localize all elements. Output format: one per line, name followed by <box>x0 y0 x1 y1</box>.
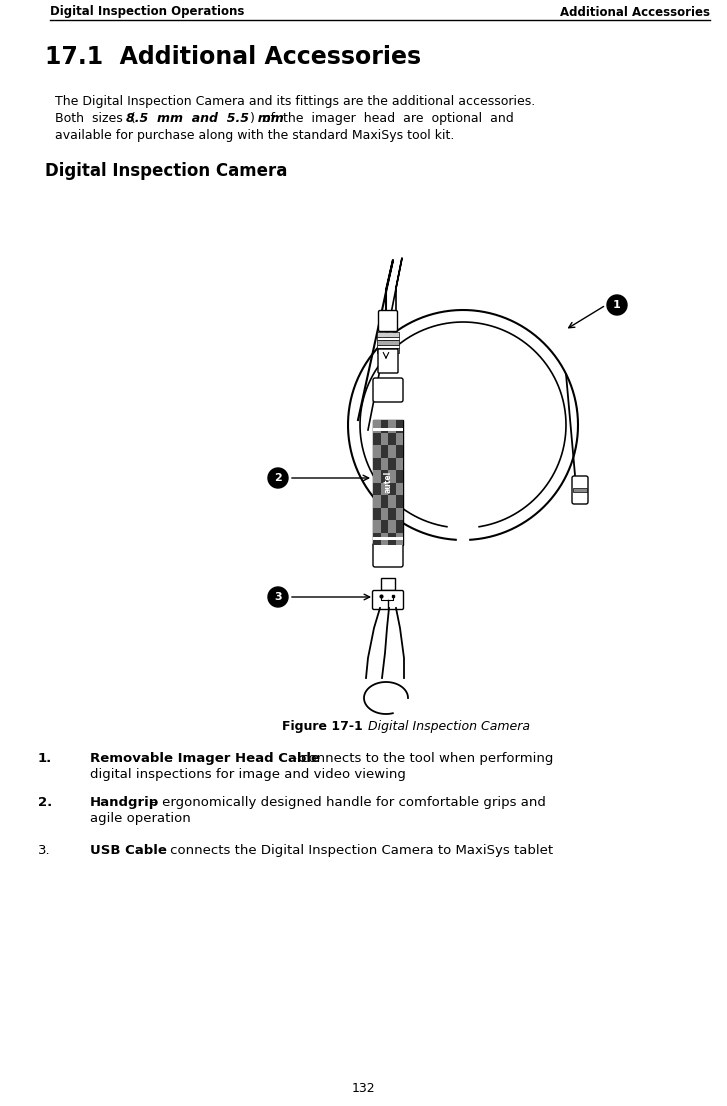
Bar <box>395 432 403 445</box>
Bar <box>373 420 403 545</box>
Text: 1.: 1. <box>38 752 52 765</box>
Bar <box>373 445 380 458</box>
Text: 3.: 3. <box>38 844 51 857</box>
Text: Both  sizes  (: Both sizes ( <box>55 112 136 125</box>
Bar <box>380 470 388 482</box>
Bar <box>380 482 388 495</box>
Bar <box>388 508 395 520</box>
Text: available for purchase along with the standard MaxiSys tool kit.: available for purchase along with the st… <box>55 129 454 142</box>
Bar <box>395 532 403 545</box>
Circle shape <box>268 468 288 488</box>
Bar <box>380 508 388 520</box>
Text: 1: 1 <box>613 300 621 310</box>
Bar <box>373 428 403 431</box>
Bar <box>373 508 380 520</box>
FancyBboxPatch shape <box>572 476 588 504</box>
Text: 17.1  Additional Accessories: 17.1 Additional Accessories <box>45 45 421 69</box>
Bar <box>373 470 380 482</box>
Bar <box>373 532 380 545</box>
Text: autel: autel <box>384 471 393 493</box>
Bar <box>380 520 388 532</box>
Bar <box>373 432 380 445</box>
Bar <box>395 508 403 520</box>
Text: The Digital Inspection Camera and its fittings are the additional accessories.: The Digital Inspection Camera and its fi… <box>55 95 535 108</box>
Bar <box>373 495 380 508</box>
Bar <box>395 458 403 470</box>
Text: Removable Imager Head Cable: Removable Imager Head Cable <box>90 752 320 765</box>
FancyBboxPatch shape <box>373 543 403 567</box>
Bar <box>377 332 399 337</box>
Bar <box>380 532 388 545</box>
Bar <box>395 482 403 495</box>
Bar <box>388 458 395 470</box>
Bar <box>395 520 403 532</box>
Text: – ergonomically designed handle for comfortable grips and: – ergonomically designed handle for comf… <box>147 796 546 808</box>
Bar <box>388 432 395 445</box>
Bar <box>377 345 399 348</box>
Bar <box>377 340 399 345</box>
Bar <box>380 495 388 508</box>
Text: Handgrip: Handgrip <box>90 796 159 808</box>
Bar <box>373 538 403 540</box>
Text: – connects to the tool when performing: – connects to the tool when performing <box>286 752 553 765</box>
Text: Figure 17-1: Figure 17-1 <box>282 720 363 733</box>
Text: 3: 3 <box>274 592 282 602</box>
Text: Digital Inspection Camera: Digital Inspection Camera <box>364 720 530 733</box>
Circle shape <box>607 295 627 315</box>
Bar <box>388 520 395 532</box>
Bar <box>377 337 399 340</box>
Bar <box>388 532 395 545</box>
Bar <box>388 420 395 432</box>
Bar <box>395 420 403 432</box>
Bar <box>373 420 380 432</box>
Bar <box>388 470 395 482</box>
Bar <box>388 495 395 508</box>
Text: 2.: 2. <box>38 796 52 808</box>
Bar <box>373 520 380 532</box>
Text: digital inspections for image and video viewing: digital inspections for image and video … <box>90 768 406 781</box>
Text: )  of  the  imager  head  are  optional  and: ) of the imager head are optional and <box>249 112 513 125</box>
FancyBboxPatch shape <box>373 378 403 401</box>
Bar <box>381 578 395 589</box>
Bar <box>395 470 403 482</box>
Bar <box>395 445 403 458</box>
Text: Digital Inspection Camera: Digital Inspection Camera <box>45 161 287 180</box>
Bar <box>373 482 380 495</box>
Bar <box>380 432 388 445</box>
FancyBboxPatch shape <box>378 349 398 373</box>
Text: Digital Inspection Operations: Digital Inspection Operations <box>50 6 244 19</box>
Text: agile operation: agile operation <box>90 812 190 825</box>
Text: USB Cable: USB Cable <box>90 844 167 857</box>
FancyBboxPatch shape <box>379 311 398 332</box>
Bar <box>373 458 380 470</box>
Bar <box>380 420 388 432</box>
FancyBboxPatch shape <box>372 591 403 609</box>
Bar <box>380 458 388 470</box>
Text: – connects the Digital Inspection Camera to MaxiSys tablet: – connects the Digital Inspection Camera… <box>155 844 553 857</box>
Bar <box>388 482 395 495</box>
Bar <box>388 445 395 458</box>
Text: 8.5  mm  and  5.5  mm: 8.5 mm and 5.5 mm <box>126 112 284 125</box>
Bar <box>573 488 587 492</box>
Bar <box>377 348 399 353</box>
Circle shape <box>268 587 288 607</box>
Bar <box>395 495 403 508</box>
Bar <box>380 445 388 458</box>
Text: Additional Accessories: Additional Accessories <box>560 6 710 19</box>
Text: 2: 2 <box>274 473 282 483</box>
Text: 132: 132 <box>351 1082 375 1095</box>
